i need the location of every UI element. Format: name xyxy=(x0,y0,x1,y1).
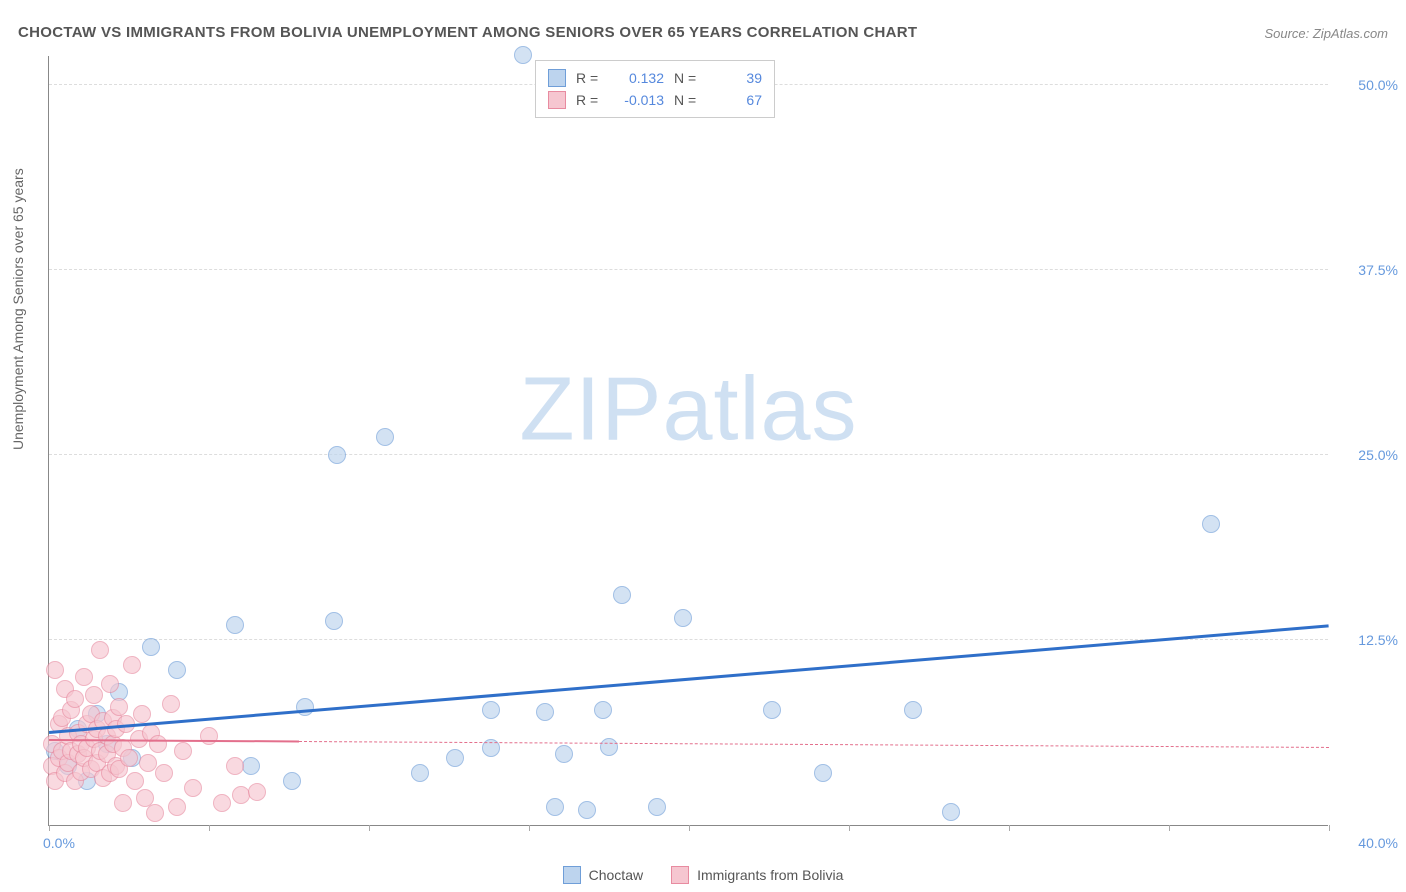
legend-swatch xyxy=(548,91,566,109)
data-point xyxy=(328,446,346,464)
legend-label: Choctaw xyxy=(589,867,643,883)
data-point xyxy=(149,735,167,753)
data-point xyxy=(613,586,631,604)
data-point xyxy=(942,803,960,821)
watermark: ZIPatlas xyxy=(519,358,857,461)
data-point xyxy=(168,661,186,679)
source-attribution: Source: ZipAtlas.com xyxy=(1264,26,1388,41)
y-tick-label: 25.0% xyxy=(1358,447,1398,463)
legend-item: Choctaw xyxy=(563,866,643,884)
data-point xyxy=(814,764,832,782)
y-axis-label: Unemployment Among Seniors over 65 years xyxy=(10,168,26,450)
legend-r-value: -0.013 xyxy=(614,92,664,108)
legend-swatch xyxy=(671,866,689,884)
data-point xyxy=(174,742,192,760)
watermark-thin: atlas xyxy=(662,359,857,459)
data-point xyxy=(139,754,157,772)
data-point xyxy=(46,661,64,679)
y-tick-label: 12.5% xyxy=(1358,632,1398,648)
data-point xyxy=(200,727,218,745)
x-tick-label-end: 40.0% xyxy=(1358,835,1398,851)
data-point xyxy=(184,779,202,797)
y-tick-label: 37.5% xyxy=(1358,262,1398,278)
data-point xyxy=(123,656,141,674)
x-tick-label-start: 0.0% xyxy=(43,835,75,851)
data-point xyxy=(126,772,144,790)
data-point xyxy=(168,798,186,816)
data-point xyxy=(904,701,922,719)
legend-r-label: R = xyxy=(576,70,604,86)
plot-area: ZIPatlas 12.5%25.0%37.5%50.0%0.0%40.0% xyxy=(48,56,1328,826)
legend-swatch xyxy=(548,69,566,87)
data-point xyxy=(66,690,84,708)
legend-r-label: R = xyxy=(576,92,604,108)
data-point xyxy=(85,686,103,704)
data-point xyxy=(226,616,244,634)
legend-row: R = 0.132 N = 39 xyxy=(548,67,762,89)
correlation-legend: R = 0.132 N = 39 R = -0.013 N = 67 xyxy=(535,60,775,118)
data-point xyxy=(296,698,314,716)
legend-n-label: N = xyxy=(674,92,702,108)
data-point xyxy=(133,705,151,723)
x-tick xyxy=(1169,825,1170,831)
data-point xyxy=(674,609,692,627)
x-tick xyxy=(369,825,370,831)
data-point xyxy=(155,764,173,782)
data-point xyxy=(213,794,231,812)
legend-row: R = -0.013 N = 67 xyxy=(548,89,762,111)
x-tick xyxy=(849,825,850,831)
x-tick xyxy=(209,825,210,831)
data-point xyxy=(411,764,429,782)
data-point xyxy=(146,804,164,822)
series-legend: Choctaw Immigrants from Bolivia xyxy=(0,866,1406,884)
data-point xyxy=(226,757,244,775)
data-point xyxy=(110,698,128,716)
chart-title: CHOCTAW VS IMMIGRANTS FROM BOLIVIA UNEMP… xyxy=(18,24,917,41)
legend-n-value: 39 xyxy=(712,70,762,86)
legend-item: Immigrants from Bolivia xyxy=(671,866,843,884)
y-tick-label: 50.0% xyxy=(1358,77,1398,93)
data-point xyxy=(232,786,250,804)
data-point xyxy=(648,798,666,816)
legend-n-label: N = xyxy=(674,70,702,86)
data-point xyxy=(283,772,301,790)
watermark-bold: ZIP xyxy=(519,359,662,459)
data-point xyxy=(325,612,343,630)
data-point xyxy=(242,757,260,775)
x-tick xyxy=(1009,825,1010,831)
legend-swatch xyxy=(563,866,581,884)
data-point xyxy=(142,638,160,656)
data-point xyxy=(446,749,464,767)
data-point xyxy=(376,428,394,446)
data-point xyxy=(763,701,781,719)
data-point xyxy=(101,675,119,693)
data-point xyxy=(482,701,500,719)
data-point xyxy=(536,703,554,721)
data-point xyxy=(248,783,266,801)
trend-line-dashed xyxy=(299,741,1329,748)
legend-label: Immigrants from Bolivia xyxy=(697,867,843,883)
grid-line xyxy=(49,269,1328,270)
data-point xyxy=(514,46,532,64)
data-point xyxy=(600,738,618,756)
data-point xyxy=(594,701,612,719)
data-point xyxy=(120,749,138,767)
data-point xyxy=(555,745,573,763)
data-point xyxy=(546,798,564,816)
x-tick xyxy=(689,825,690,831)
legend-n-value: 67 xyxy=(712,92,762,108)
x-tick xyxy=(529,825,530,831)
grid-line xyxy=(49,454,1328,455)
x-tick xyxy=(1329,825,1330,831)
data-point xyxy=(91,641,109,659)
data-point xyxy=(75,668,93,686)
trend-line xyxy=(49,624,1329,733)
data-point xyxy=(578,801,596,819)
data-point xyxy=(114,794,132,812)
data-point xyxy=(162,695,180,713)
x-tick xyxy=(49,825,50,831)
legend-r-value: 0.132 xyxy=(614,70,664,86)
data-point xyxy=(1202,515,1220,533)
